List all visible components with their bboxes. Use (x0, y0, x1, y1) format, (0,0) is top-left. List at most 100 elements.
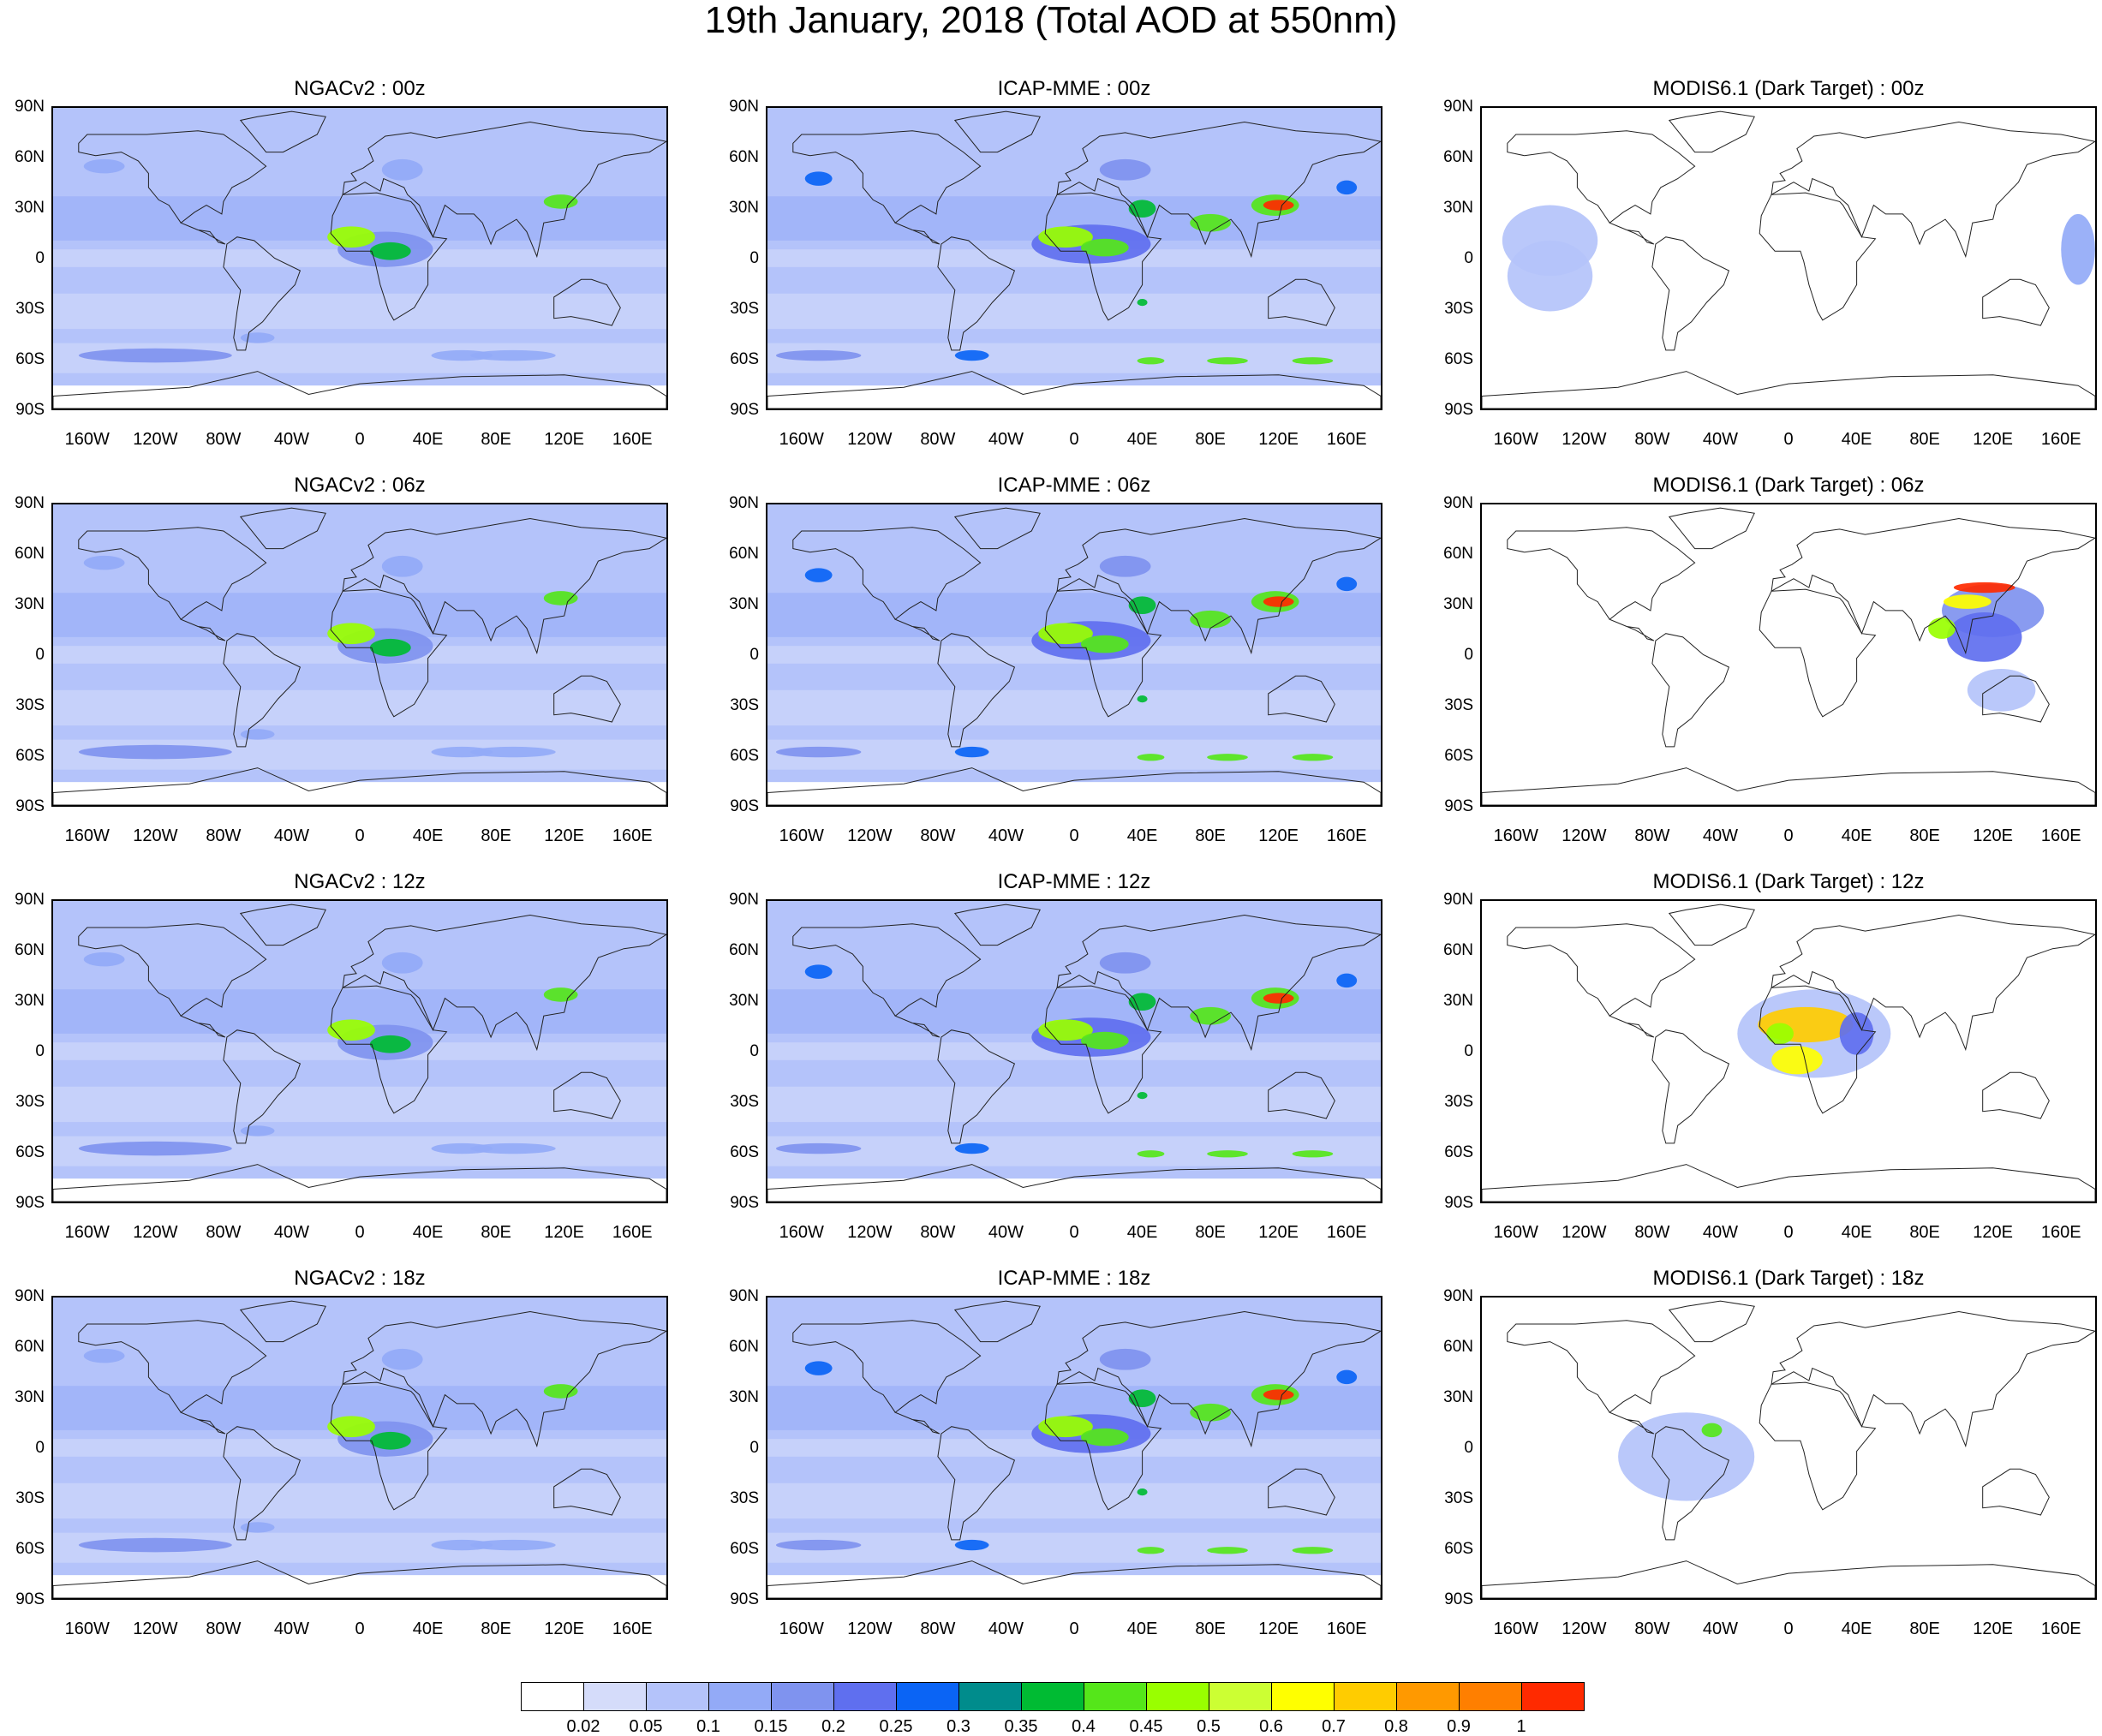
map-frame (766, 1296, 1382, 1600)
coastline (1044, 985, 1162, 1114)
latitude-tick-label: 60N (729, 941, 759, 959)
longitude-tick-label: 120W (1562, 430, 1607, 449)
longitude-tick-label: 120W (133, 1223, 178, 1242)
aod-plume (1190, 213, 1231, 232)
aod-plume (327, 623, 375, 645)
aod-band (53, 1178, 666, 1202)
map-panel: MODIS6.1 (Dark Target) : 06z 90N 60N 30N 0 30… (1430, 472, 2097, 857)
colorbar-label: 0.1 (696, 1717, 720, 1736)
aod-plume (775, 746, 862, 758)
latitude-tick-label: 30N (1443, 1388, 1473, 1406)
latitude-tick-label: 30N (1443, 595, 1473, 613)
aod-plume (1137, 754, 1165, 761)
longitude-tick-label: 40E (1126, 1620, 1158, 1638)
aod-plume (1263, 200, 1294, 211)
longitude-tick-label: 40W (273, 430, 309, 449)
aod-plume (369, 638, 411, 657)
aod-plume (381, 158, 423, 181)
panel-title: ICAP-MME : 18z (997, 1267, 1151, 1290)
latitude-tick-label: 60N (1443, 941, 1473, 959)
latitude-tick-label: 30N (729, 199, 759, 217)
aod-plume (804, 171, 833, 186)
coastline (239, 110, 326, 153)
latitude-tick-label: 60N (15, 545, 45, 563)
longitude-tick-label: 40E (412, 430, 444, 449)
aod-plume (543, 1384, 578, 1399)
latitude-tick-label: 60N (15, 148, 45, 166)
aod-map (53, 504, 666, 805)
aod-plume (1080, 1031, 1129, 1050)
longitude-tick-label: 120W (1562, 1223, 1607, 1242)
aod-band (767, 1532, 1381, 1563)
longitude-tick-label: 120E (544, 1620, 585, 1638)
longitude-tick-label: 80W (920, 826, 956, 845)
aod-band (767, 689, 1381, 726)
coastline (1056, 914, 1381, 1052)
longitude-tick-label: 80W (206, 1620, 242, 1638)
aod-plume (1946, 611, 2022, 662)
map-panel: ICAP-MME : 18z 90N 60N 30N 0 30S 60S 90S 160W 120… (716, 1265, 1382, 1650)
coastline (78, 923, 267, 1038)
colorbar-swatch (1146, 1682, 1209, 1711)
panel-title: NGACv2 : 00z (294, 77, 426, 100)
aod-band (53, 1086, 666, 1123)
coastline (1668, 904, 1755, 946)
latitude-tick-label: 30S (15, 696, 45, 714)
aod-plume (78, 1537, 232, 1553)
coastline (223, 236, 302, 351)
latitude-tick-label: 90N (729, 891, 759, 909)
longitude-tick-label: 120E (544, 430, 585, 449)
latitude-tick-label: 90N (15, 98, 45, 116)
aod-plume (1080, 238, 1129, 257)
map-panel: MODIS6.1 (Dark Target) : 12z 90N 60N 30N 0 30… (1430, 868, 2097, 1254)
coastline (1759, 588, 1877, 718)
longitude-tick-label: 0 (1069, 1620, 1079, 1638)
longitude-tick-label: 160W (64, 430, 110, 449)
latitude-tick-label: 0 (35, 646, 45, 664)
coastline (1482, 767, 2095, 805)
map-frame (1480, 503, 2097, 807)
map-frame (1480, 899, 2097, 1203)
coastline (953, 110, 1041, 153)
longitude-tick-label: 120E (1973, 826, 2014, 845)
aod-plume (369, 1035, 411, 1053)
latitude-tick-label: 60S (1444, 747, 1473, 765)
latitude-tick-label: 90S (730, 1590, 759, 1608)
aod-band (53, 293, 666, 330)
aod-plume (775, 1142, 862, 1154)
longitude-tick-label: 40E (412, 826, 444, 845)
longitude-tick-label: 40W (1702, 1620, 1738, 1638)
coastline (767, 371, 1381, 409)
panel-title: ICAP-MME : 06z (997, 474, 1151, 497)
aod-plume (470, 1539, 556, 1551)
aod-plume (431, 1539, 493, 1551)
coastline (553, 675, 621, 723)
longitude-tick-label: 160E (1326, 1223, 1367, 1242)
colorbar-swatch (771, 1682, 834, 1711)
aod-plume (1967, 669, 2036, 712)
coastline (1771, 1310, 2095, 1448)
coastline (1507, 1320, 1696, 1435)
aod-plume (1080, 635, 1129, 653)
panel-title: MODIS6.1 (Dark Target) : 06z (1652, 474, 1925, 497)
latitude-tick-label: 90S (15, 1194, 45, 1212)
aod-plume (78, 1141, 232, 1156)
aod-map (53, 901, 666, 1202)
longitude-tick-label: 120E (1258, 1223, 1299, 1242)
aod-plume (83, 555, 125, 570)
coastline (767, 1560, 1381, 1598)
longitude-tick-label: 40W (988, 1223, 1024, 1242)
aod-plume (543, 194, 578, 209)
colorbar-label: 0.9 (1447, 1717, 1471, 1736)
latitude-tick-label: 60N (1443, 148, 1473, 166)
latitude-tick-label: 60S (15, 747, 45, 765)
aod-plume (240, 1522, 275, 1533)
longitude-tick-label: 40W (988, 1620, 1024, 1638)
longitude-tick-label: 160W (779, 826, 824, 845)
colorbar-label: 0.7 (1322, 1717, 1346, 1736)
map-panel: ICAP-MME : 12z 90N 60N 30N 0 30S 60S 90S 160W 120… (716, 868, 1382, 1254)
coastline (1044, 1381, 1162, 1511)
longitude-tick-label: 120E (1973, 430, 2014, 449)
latitude-tick-label: 0 (749, 249, 759, 267)
longitude-tick-label: 40W (273, 826, 309, 845)
